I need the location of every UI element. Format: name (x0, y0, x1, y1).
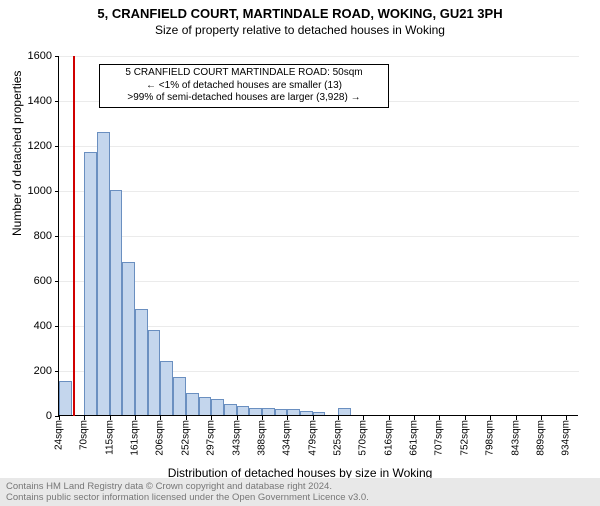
xtick-label: 434sqm (282, 420, 293, 456)
histogram-bar (262, 408, 275, 415)
xtick-label: 661sqm (409, 420, 420, 456)
histogram-bar (59, 381, 72, 415)
xtick-label: 616sqm (383, 420, 394, 456)
xtick-label: 70sqm (79, 420, 90, 450)
xtick-label: 570sqm (358, 420, 369, 456)
xtick-label: 252sqm (180, 420, 191, 456)
ytick-mark (55, 191, 59, 192)
histogram-bar (338, 408, 351, 415)
ytick-label: 400 (12, 320, 52, 332)
footer-line-2: Contains public sector information licen… (6, 492, 594, 503)
annotation-line: >99% of semi-detached houses are larger … (104, 92, 384, 105)
ytick-label: 200 (12, 365, 52, 377)
histogram-bar (186, 393, 199, 416)
xtick-label: 206sqm (155, 420, 166, 456)
footer-line-1: Contains HM Land Registry data © Crown c… (6, 481, 594, 492)
gridline (59, 236, 579, 237)
histogram-bar (249, 408, 262, 415)
annotation-line: ← <1% of detached houses are smaller (13… (104, 80, 384, 93)
annotation-line: 5 CRANFIELD COURT MARTINDALE ROAD: 50sqm (104, 67, 384, 80)
xtick-label: 115sqm (104, 420, 115, 455)
ytick-mark (55, 281, 59, 282)
xtick-label: 479sqm (307, 420, 318, 456)
ytick-label: 1200 (12, 140, 52, 152)
ytick-mark (55, 101, 59, 102)
chart-subtitle: Size of property relative to detached ho… (0, 23, 600, 37)
ytick-mark (55, 236, 59, 237)
histogram-bar (122, 262, 135, 415)
ytick-mark (55, 371, 59, 372)
histogram-bar (110, 190, 123, 415)
xtick-label: 934sqm (561, 420, 572, 456)
ytick-label: 1600 (12, 50, 52, 62)
gridline (59, 146, 579, 147)
histogram-bar (300, 411, 313, 416)
chart-area: 24sqm70sqm115sqm161sqm206sqm252sqm297sqm… (58, 56, 578, 416)
ytick-label: 600 (12, 275, 52, 287)
xtick-label: 297sqm (206, 420, 217, 456)
ytick-mark (55, 326, 59, 327)
annotation-box: 5 CRANFIELD COURT MARTINDALE ROAD: 50sqm… (99, 64, 389, 108)
histogram-bar (84, 152, 97, 415)
histogram-bar (173, 377, 186, 415)
plot-region: 24sqm70sqm115sqm161sqm206sqm252sqm297sqm… (58, 56, 578, 416)
histogram-bar (313, 412, 326, 415)
ytick-mark (55, 146, 59, 147)
ytick-label: 1000 (12, 185, 52, 197)
xtick-label: 161sqm (130, 420, 141, 456)
histogram-bar (237, 406, 250, 415)
histogram-bar (199, 397, 212, 415)
xtick-label: 843sqm (510, 420, 521, 456)
ytick-label: 1400 (12, 95, 52, 107)
histogram-bar (287, 409, 300, 415)
xtick-label: 752sqm (459, 420, 470, 456)
footer-attribution: Contains HM Land Registry data © Crown c… (0, 478, 600, 506)
xtick-label: 343sqm (231, 420, 242, 456)
histogram-bar (135, 309, 148, 415)
xtick-label: 798sqm (485, 420, 496, 456)
histogram-bar (148, 330, 161, 416)
xtick-label: 388sqm (256, 420, 267, 456)
chart-title: 5, CRANFIELD COURT, MARTINDALE ROAD, WOK… (0, 6, 600, 21)
ytick-label: 800 (12, 230, 52, 242)
gridline (59, 191, 579, 192)
gridline (59, 56, 579, 57)
histogram-bar (160, 361, 173, 415)
gridline (59, 281, 579, 282)
histogram-bar (97, 132, 110, 416)
xtick-label: 889sqm (535, 420, 546, 456)
histogram-bar (275, 409, 288, 415)
ytick-mark (55, 56, 59, 57)
xtick-label: 24sqm (54, 420, 65, 450)
ytick-label: 0 (12, 410, 52, 422)
xtick-label: 525sqm (333, 420, 344, 456)
histogram-bar (211, 399, 224, 415)
xtick-label: 707sqm (434, 420, 445, 456)
marker-line (73, 56, 75, 416)
histogram-bar (224, 404, 237, 415)
